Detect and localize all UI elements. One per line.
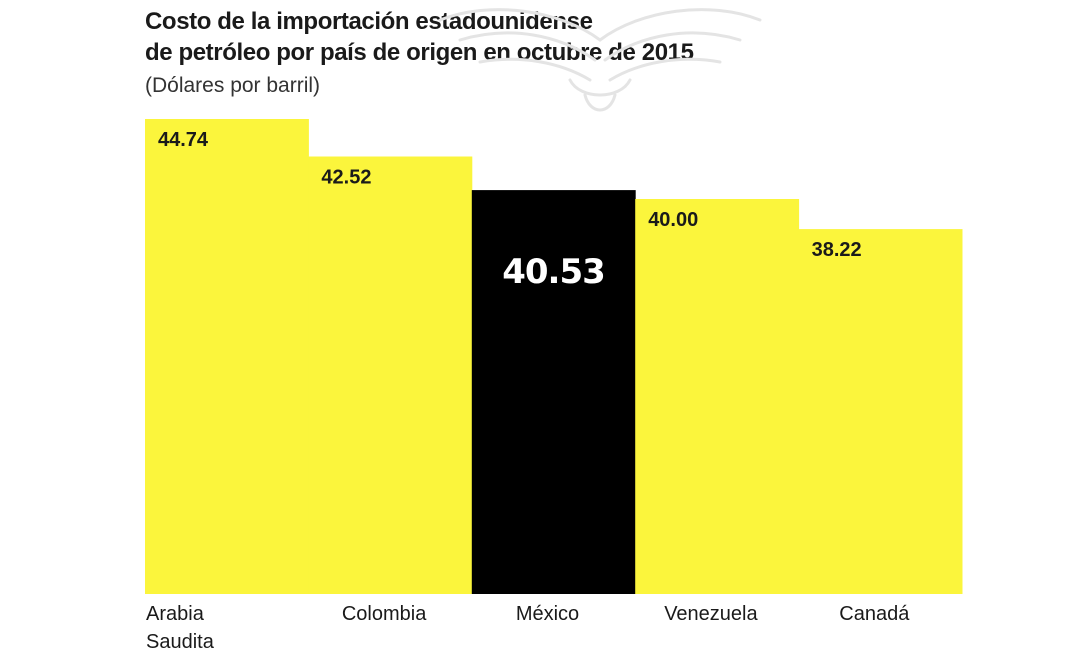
bar-value-label: 40.00 (648, 209, 698, 231)
category-label: México (516, 603, 579, 625)
category-labels-group: Arabia Saudita Colombia México Venezuela Cana… (146, 603, 910, 653)
category-label: Saudita (146, 631, 215, 653)
chart-title: Costo de la importación estadounidense d… (145, 8, 694, 66)
bar-0 (145, 119, 309, 594)
bar-4 (798, 229, 963, 594)
category-label: Venezuela (664, 603, 758, 625)
bar-value-label: 44.74 (158, 129, 209, 151)
bars-group (145, 119, 963, 594)
bar-value-label: 38.22 (812, 239, 862, 261)
category-label: Canadá (839, 603, 910, 625)
bar-value-label: 40.53 (502, 252, 605, 292)
bar-value-label: 42.52 (321, 167, 371, 189)
eagle-watermark-icon (438, 8, 762, 112)
category-label: Colombia (342, 603, 427, 625)
category-label: Arabia (146, 603, 205, 625)
chart-subtitle: (Dólares por barril) (145, 74, 321, 97)
bar-2 (471, 190, 636, 594)
bar-1 (308, 156, 473, 594)
bar-3 (635, 199, 800, 594)
value-labels-group: 44.74 42.52 40.53 40.00 38.22 (158, 129, 862, 292)
